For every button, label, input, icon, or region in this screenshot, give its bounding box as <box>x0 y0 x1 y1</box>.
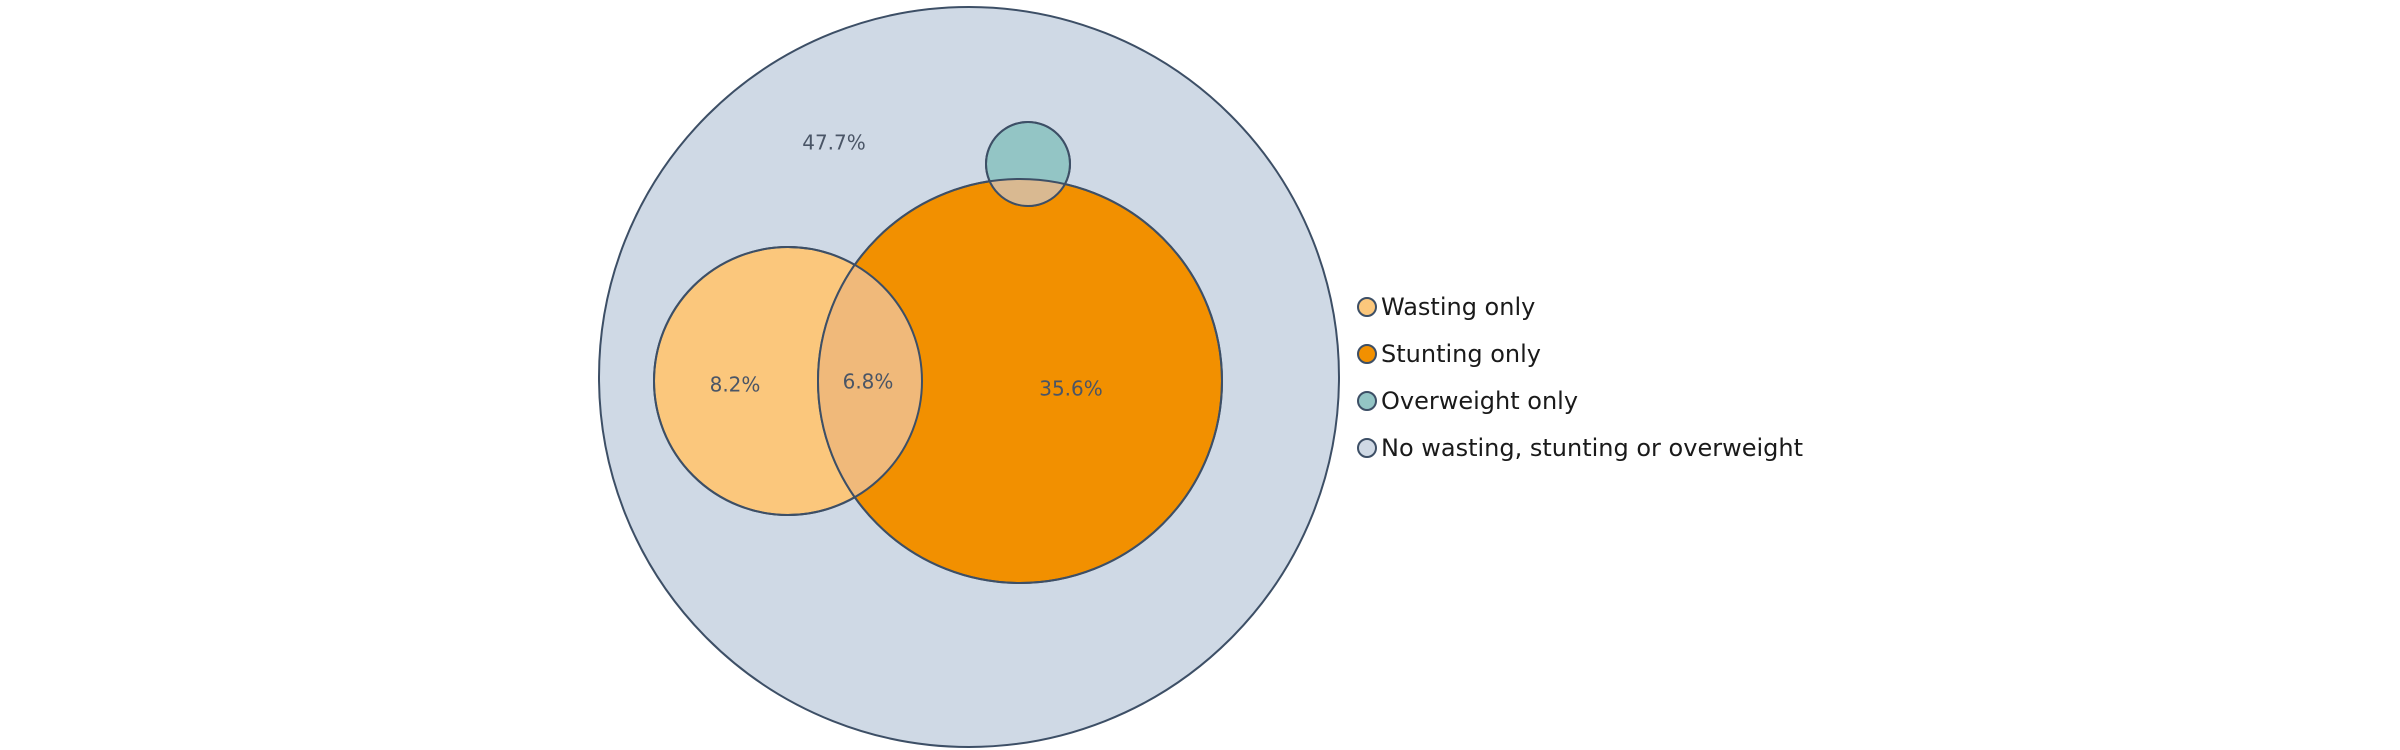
region-label-none: 47.7% <box>802 131 866 155</box>
legend-label-none: No wasting, stunting or overweight <box>1381 434 1803 462</box>
legend-label-overweight: Overweight only <box>1381 387 1578 415</box>
region-labels: 47.7% 8.2% 6.8% 35.6% <box>710 131 1103 401</box>
stunting-overweight-overlap <box>986 179 1070 206</box>
region-label-stunting: 35.6% <box>1039 377 1103 401</box>
legend: Wasting only Stunting only Overweight on… <box>1357 293 1803 462</box>
stunting-outline <box>817 178 1223 584</box>
region-label-wasting: 8.2% <box>710 373 761 397</box>
overweight-outline <box>985 121 1071 207</box>
legend-item-wasting: Wasting only <box>1357 293 1535 321</box>
legend-item-none: No wasting, stunting or overweight <box>1357 434 1803 462</box>
circles-layer <box>598 6 1340 748</box>
wasting-stunting-overlap <box>818 247 922 515</box>
legend-swatch-stunting <box>1357 344 1377 364</box>
region-label-wasting-stunting: 6.8% <box>843 370 894 394</box>
legend-item-overweight: Overweight only <box>1357 387 1578 415</box>
legend-swatch-none <box>1357 438 1377 458</box>
legend-item-stunting: Stunting only <box>1357 340 1541 368</box>
wasting-outline <box>653 246 923 516</box>
legend-label-stunting: Stunting only <box>1381 340 1541 368</box>
legend-swatch-overweight <box>1357 391 1377 411</box>
legend-swatch-wasting <box>1357 297 1377 317</box>
legend-label-wasting: Wasting only <box>1381 293 1535 321</box>
